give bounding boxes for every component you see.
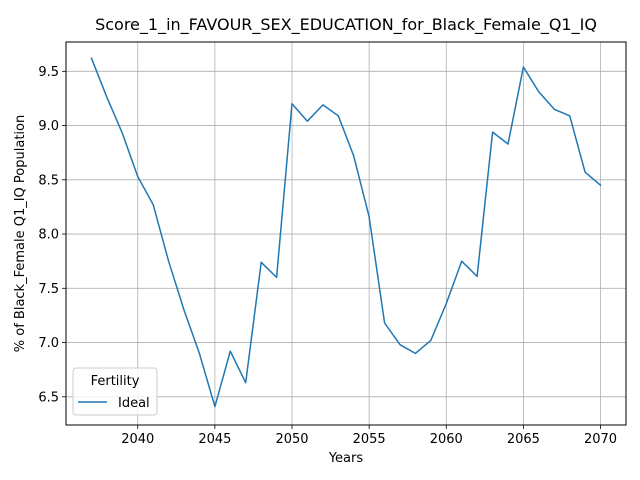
plot-area-frame (65, 41, 627, 426)
legend: Fertility Ideal (72, 367, 158, 416)
x-axis-ticks: 2040 2045 2050 2055 2060 2065 2070 (121, 425, 617, 447)
y-tick-label: 9.0 (38, 119, 59, 134)
legend-title: Fertility (91, 374, 140, 389)
x-tick-label: 2060 (430, 432, 463, 447)
x-tick-label: 2055 (353, 432, 386, 447)
legend-box (72, 367, 158, 416)
y-axis-ticks: 6.5 7.0 7.5 8.0 8.5 9.0 9.5 (38, 65, 66, 405)
x-tick-label: 2070 (584, 432, 617, 447)
series-line-ideal (90, 57, 602, 408)
y-axis-title: % of Black_Female Q1_IQ Population (13, 115, 28, 352)
y-tick-label: 7.5 (38, 282, 59, 297)
y-tick-label: 6.5 (38, 390, 59, 405)
y-tick-label: 8.5 (38, 173, 59, 188)
y-tick-label: 7.0 (38, 336, 59, 351)
x-tick-label: 2050 (275, 432, 308, 447)
x-tick-label: 2040 (121, 432, 154, 447)
y-tick-label: 8.0 (38, 228, 59, 243)
x-tick-label: 2065 (507, 432, 540, 447)
y-tick-label: 9.5 (38, 65, 59, 80)
legend-label-ideal: Ideal (118, 396, 150, 411)
x-tick-label: 2045 (198, 432, 231, 447)
series-lines (90, 57, 602, 408)
x-axis-title: Years (328, 451, 364, 466)
chart-title: Score_1_in_FAVOUR_SEX_EDUCATION_for_Blac… (95, 15, 597, 35)
